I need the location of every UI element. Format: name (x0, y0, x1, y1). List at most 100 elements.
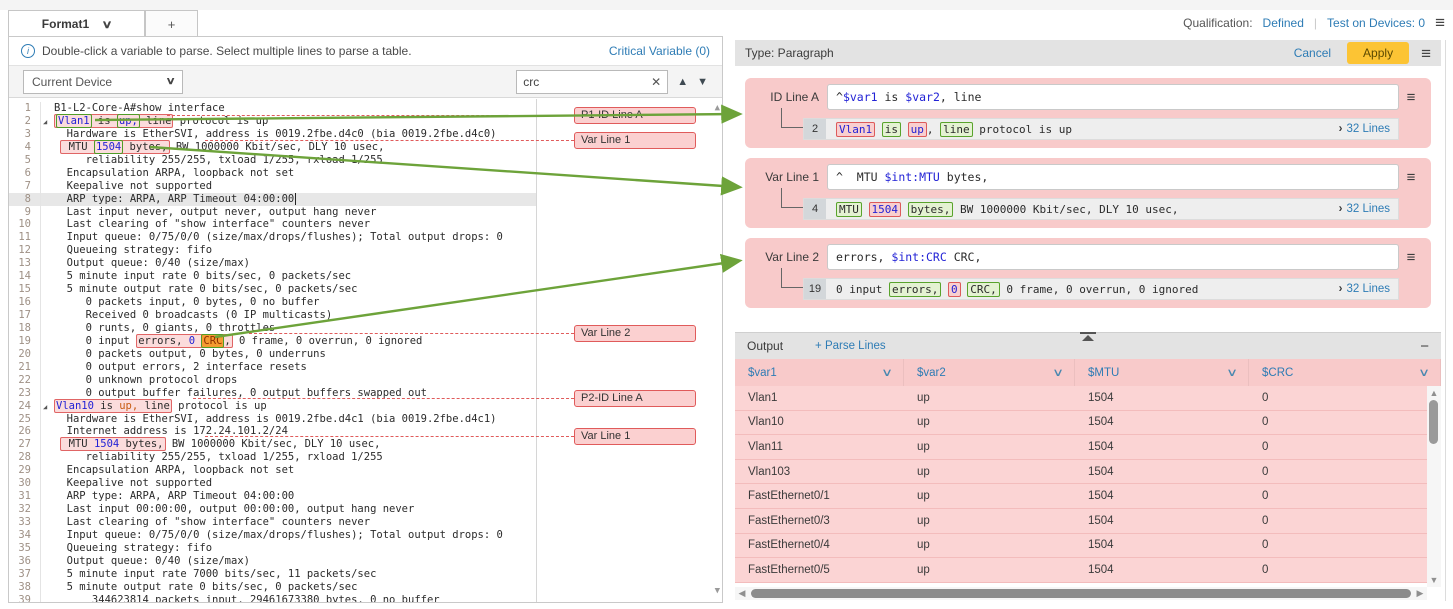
code-line[interactable]: 16 0 packets input, 0 bytes, 0 no buffer (9, 296, 536, 309)
code-line[interactable]: 6 Encapsulation ARPA, loopback not set (9, 166, 536, 180)
chevron-down-icon[interactable]: ∨ (1051, 367, 1065, 379)
code-line[interactable]: 14 5 minute input rate 0 bits/sec, 0 pac… (9, 270, 536, 284)
code-line[interactable]: 3 Hardware is EtherSVI, address is 0019.… (9, 127, 536, 141)
scroll-right-icon[interactable]: ▶ (1416, 588, 1424, 598)
info-icon: i (21, 44, 35, 58)
code-line[interactable]: 28 reliability 255/255, txload 1/255, rx… (9, 451, 536, 465)
code-line[interactable]: 11 Input queue: 0/75/0/0 (size/max/drops… (9, 231, 536, 245)
code-line[interactable]: 21 0 output errors, 2 interface resets (9, 360, 536, 374)
scroll-down-icon[interactable]: ▼ (714, 586, 720, 596)
scroll-up-icon[interactable]: ▲ (1429, 388, 1439, 398)
code-line[interactable]: 2 ◢ Vlan1 is up, line protocol is up (9, 113, 536, 128)
chevron-down-icon[interactable]: ∨ (1225, 367, 1239, 379)
menu-icon[interactable]: ≡ (1435, 13, 1445, 32)
parse-line-flag[interactable]: Var Line 1 (574, 132, 696, 149)
section-menu-icon[interactable]: ≡ (1406, 168, 1416, 186)
code-line[interactable]: 31 ARP type: ARPA, ARP Timeout 04:00:00 (9, 490, 536, 504)
code-line[interactable]: 27 MTU 1504 bytes, BW 1000000 Kbit/sec, … (9, 437, 536, 452)
device-output-code[interactable]: 1 B1-L2-Core-A#show interface 2 ◢ Vlan1 is u… (9, 99, 722, 602)
column-header[interactable]: $MTU ∨ (1075, 359, 1249, 386)
code-line[interactable]: 35 Queueing strategy: fifo (9, 541, 536, 555)
code-line[interactable]: 24 ◢ Vlan10 is up, line protocol is up (9, 398, 536, 413)
code-line[interactable]: 19 0 input errors, 0 CRC, 0 frame, 0 ove… (9, 333, 536, 348)
critical-variable-link[interactable]: Critical Variable (0) (608, 44, 710, 58)
output-vscrollbar[interactable]: ▲ ▼ (1427, 386, 1441, 587)
chevron-down-icon[interactable]: ∨ (880, 367, 894, 379)
pattern-input[interactable]: errors, $int:CRC CRC, (827, 244, 1399, 270)
code-line[interactable]: 39 344623814 packets input, 29461673380 … (9, 593, 536, 602)
code-line[interactable]: 17 Received 0 broadcasts (0 IP multicast… (9, 309, 536, 322)
scroll-up-icon[interactable]: ▲ (714, 103, 720, 113)
apply-button[interactable]: Apply (1347, 42, 1410, 64)
code-line[interactable]: 15 5 minute output rate 0 bits/sec, 0 pa… (9, 283, 536, 297)
source-toolbar: Current Device ∨ ✕ ▲ ▼ (9, 65, 722, 98)
code-line[interactable]: 23 0 output buffer failures, 0 output bu… (9, 386, 536, 400)
code-line[interactable]: 13 Output queue: 0/40 (size/max) (9, 257, 536, 271)
code-line[interactable]: 37 5 minute input rate 7000 bits/sec, 11… (9, 567, 536, 581)
clear-search-icon[interactable]: ✕ (651, 74, 662, 89)
pattern-input[interactable]: ^ $var1 is $var2, line (827, 84, 1399, 110)
code-line[interactable]: 36 Output queue: 0/40 (size/max) (9, 554, 536, 568)
add-format-tab-button[interactable]: + (145, 10, 198, 37)
device-select[interactable]: Current Device ∨ (23, 69, 183, 94)
code-line[interactable]: 5 reliability 255/255, txload 1/255, rxl… (9, 153, 536, 167)
fold-marker-icon[interactable]: ◢ (43, 117, 48, 126)
search-next-icon[interactable]: ▼ (697, 75, 708, 88)
add-parse-lines-link[interactable]: + Parse Lines (815, 340, 886, 352)
fold-marker-icon[interactable]: ◢ (43, 402, 48, 411)
line-number: 12 (9, 244, 41, 258)
code-line[interactable]: 10 Last clearing of "show interface" cou… (9, 218, 536, 232)
pattern-input[interactable]: ^ MTU $int:MTU bytes, (827, 164, 1399, 190)
qualification-value-link[interactable]: Defined (1262, 15, 1304, 30)
code-line[interactable]: 4 MTU 1504 bytes, BW 1000000 Kbit/sec, D… (9, 139, 536, 154)
code-line[interactable]: 22 0 unknown protocol drops (9, 373, 536, 387)
column-header[interactable]: $CRC ∨ (1249, 359, 1441, 386)
token-text: is (93, 399, 120, 412)
parse-line-flag[interactable]: Var Line 2 (574, 325, 696, 342)
column-header[interactable]: $var2 ∨ (904, 359, 1075, 386)
code-line[interactable]: 26 Internet address is 172.24.101.2/24 (9, 425, 536, 439)
search-prev-icon[interactable]: ▲ (677, 75, 689, 88)
cancel-button[interactable]: Cancel (1293, 46, 1332, 60)
code-line[interactable]: 29 Encapsulation ARPA, loopback not set (9, 464, 536, 478)
chevron-down-icon[interactable]: ∨ (1417, 367, 1431, 379)
table-row: FastEthernet0/3 up 1504 0 (735, 508, 1427, 534)
matched-lines-link[interactable]: › 32 Lines (1339, 283, 1398, 295)
vscroll-thumb[interactable] (1429, 400, 1438, 444)
collapse-output-icon[interactable] (1080, 332, 1096, 341)
parse-line-flag[interactable]: P1-ID Line A (574, 107, 696, 124)
code-scrollbar[interactable]: ▲ ▼ (707, 99, 720, 602)
code-line[interactable]: 7 Keepalive not supported (9, 179, 536, 193)
code-line[interactable]: 34 Input queue: 0/75/0/0 (size/max/drops… (9, 528, 536, 542)
section-menu-icon[interactable]: ≡ (1406, 88, 1416, 106)
code-line[interactable]: 38 5 minute output rate 0 bits/sec, 0 pa… (9, 580, 536, 594)
chevron-down-icon[interactable]: ∨ (101, 18, 113, 31)
minimize-icon[interactable]: − (1420, 337, 1429, 355)
scroll-left-icon[interactable]: ◀ (738, 588, 746, 598)
column-header[interactable]: $var1 ∨ (735, 359, 904, 386)
token-text: 5 minute input rate 7000 bits/sec, 11 pa… (54, 567, 377, 580)
search-input[interactable] (523, 74, 652, 89)
code-line[interactable]: 1 B1-L2-Core-A#show interface (9, 102, 536, 115)
code-line[interactable]: 12 Queueing strategy: fifo (9, 244, 536, 258)
code-line[interactable]: 8 ARP type: ARPA, ARP Timeout 04:00:00 (9, 192, 536, 206)
code-line[interactable]: 25 Hardware is EtherSVI, address is 0019… (9, 412, 536, 426)
scroll-down-icon[interactable]: ▼ (1429, 575, 1439, 585)
hscroll-thumb[interactable] (751, 589, 1411, 598)
code-line[interactable]: 9 Last input never, output never, output… (9, 205, 536, 219)
code-line[interactable]: 30 Keepalive not supported (9, 477, 536, 491)
parse-line-flag[interactable]: Var Line 1 (574, 428, 696, 445)
panel-menu-icon[interactable]: ≡ (1421, 43, 1431, 63)
section-menu-icon[interactable]: ≡ (1406, 248, 1416, 266)
parse-line-flag[interactable]: P2-ID Line A (574, 390, 696, 407)
token-text: 0 input (836, 282, 889, 296)
test-on-devices-link[interactable]: Test on Devices: 0 (1327, 15, 1426, 30)
code-line[interactable]: 20 0 packets output, 0 bytes, 0 underrun… (9, 347, 536, 361)
tab-format1[interactable]: Format1 ∨ (8, 10, 145, 37)
output-hscrollbar[interactable]: ◀ ▶ (735, 587, 1427, 600)
code-line[interactable]: 33 Last clearing of "show interface" cou… (9, 516, 536, 529)
matched-lines-link[interactable]: › 32 Lines (1339, 123, 1398, 135)
code-line[interactable]: 32 Last input 00:00:00, output 00:00:00,… (9, 503, 536, 516)
line-number: 8 (9, 192, 41, 206)
matched-lines-link[interactable]: › 32 Lines (1339, 203, 1398, 215)
